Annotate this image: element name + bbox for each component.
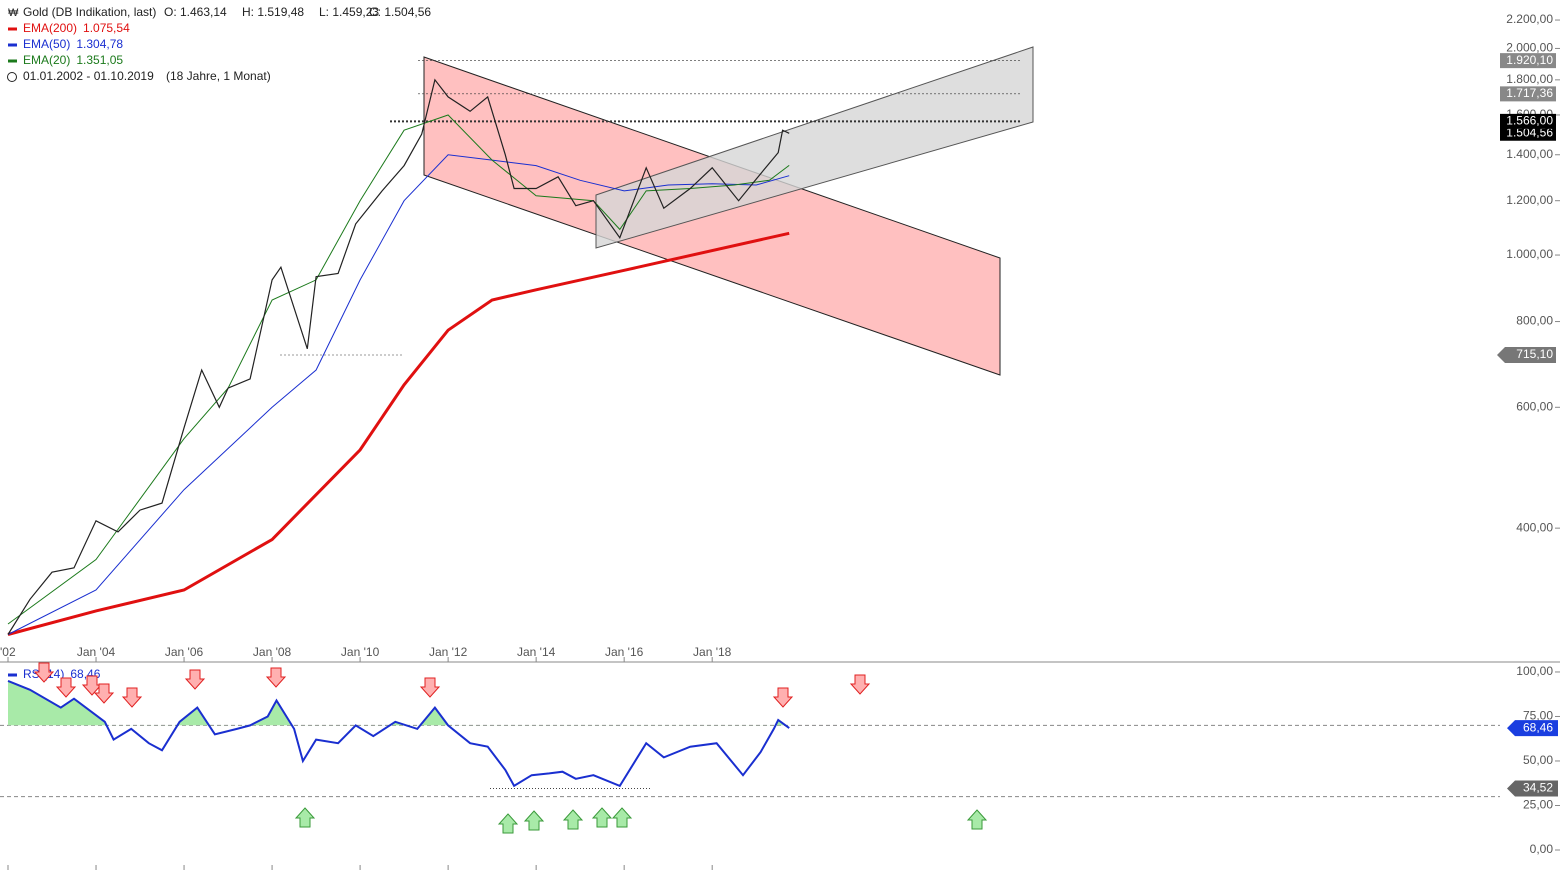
y-tick-label: 2.000,00 bbox=[1506, 41, 1553, 55]
price-badge bbox=[1500, 113, 1556, 129]
sell-arrow bbox=[121, 687, 143, 708]
price-badge bbox=[1500, 53, 1556, 69]
x-tick-label: Jan '04 bbox=[77, 645, 116, 659]
y-tick-label: 400,00 bbox=[1516, 520, 1553, 534]
y-tick-label: 0,00 bbox=[1530, 842, 1554, 856]
y-tick-label: 1.400,00 bbox=[1506, 147, 1553, 161]
y-tick-label: 100,00 bbox=[1516, 664, 1553, 678]
down-channel bbox=[423, 56, 1001, 376]
series-line bbox=[7, 679, 790, 788]
y-tick-label: 75,00 bbox=[1523, 709, 1553, 723]
sell-arrow bbox=[55, 677, 77, 698]
rsi-badge bbox=[1507, 720, 1558, 737]
x-tick-label: Jan '12 bbox=[429, 645, 468, 659]
y-tick-label: 50,00 bbox=[1523, 753, 1553, 767]
clock-icon bbox=[7, 72, 17, 82]
series-line bbox=[7, 114, 790, 625]
x-tick-label: Jan '08 bbox=[253, 645, 292, 659]
buy-arrow bbox=[966, 809, 988, 830]
ohlc-close: C: 1.504,56 bbox=[369, 5, 431, 19]
legend-value: 1.351,05 bbox=[76, 53, 123, 67]
x-tick-label: Jan '10 bbox=[341, 645, 380, 659]
y-tick-label: 800,00 bbox=[1516, 314, 1553, 328]
ohlc-low: L: 1.459,23 bbox=[319, 5, 379, 19]
legend-name: EMA(20) bbox=[23, 53, 70, 67]
chart-icon: ₩ bbox=[8, 7, 19, 19]
price-badge-label: 715,10 bbox=[1516, 347, 1553, 361]
sell-arrow bbox=[419, 677, 441, 698]
x-tick-label: Jan '14 bbox=[517, 645, 556, 659]
y-tick-label: 1.200,00 bbox=[1506, 193, 1553, 207]
price-badge-label: 1.504,56 bbox=[1506, 125, 1553, 139]
price-badge-label: 1.920,10 bbox=[1506, 53, 1553, 67]
buy-arrow bbox=[294, 807, 316, 828]
overbought-fill bbox=[8, 680, 786, 726]
rsi-badge bbox=[1507, 780, 1558, 797]
up-channel bbox=[595, 46, 1034, 249]
legend-value: 1.075,54 bbox=[83, 21, 130, 35]
x-tick-label: Jan '16 bbox=[605, 645, 644, 659]
duration: (18 Jahre, 1 Monat) bbox=[166, 69, 271, 83]
sell-arrow bbox=[849, 674, 871, 695]
legend: ₩ Gold (DB Indikation, last) O: 1.463,14… bbox=[7, 5, 431, 83]
legend-name: EMA(200) bbox=[23, 21, 77, 35]
buy-arrow bbox=[523, 810, 545, 831]
legend-name: EMA(50) bbox=[23, 37, 70, 51]
y-tick-label: 1.800,00 bbox=[1506, 72, 1553, 86]
series-line bbox=[7, 154, 790, 635]
y-tick-label: 25,00 bbox=[1523, 798, 1553, 812]
buy-arrow bbox=[562, 809, 584, 830]
rsi-badge-label: 34,52 bbox=[1523, 781, 1553, 795]
sell-arrow bbox=[184, 669, 206, 690]
buy-arrow bbox=[497, 813, 519, 834]
period: 01.01.2002 - 01.10.2019 bbox=[23, 69, 154, 83]
legend-value: 1.304,78 bbox=[76, 37, 123, 51]
x-tick-label: Jan '06 bbox=[165, 645, 204, 659]
ohlc-high: H: 1.519,48 bbox=[242, 5, 304, 19]
price-badge bbox=[1500, 125, 1556, 141]
price-badge bbox=[1497, 346, 1556, 363]
series-line bbox=[7, 231, 790, 636]
buy-arrow bbox=[611, 807, 633, 828]
series-line bbox=[7, 78, 790, 635]
buy-arrow bbox=[591, 807, 613, 828]
price-badge bbox=[1500, 86, 1556, 102]
price-badge-label: 1.717,36 bbox=[1506, 86, 1553, 100]
y-tick-label: 1.000,00 bbox=[1506, 247, 1553, 261]
ohlc-open: O: 1.463,14 bbox=[164, 5, 227, 19]
rsi-badge-label: 68,46 bbox=[1523, 720, 1553, 734]
x-tick-label: '02 bbox=[0, 645, 16, 659]
chart-title: Gold (DB Indikation, last) bbox=[23, 5, 156, 19]
sell-arrow bbox=[33, 662, 55, 683]
y-tick-label: 600,00 bbox=[1516, 399, 1553, 413]
y-tick-label: 2.200,00 bbox=[1506, 12, 1553, 26]
sell-arrow bbox=[93, 683, 115, 704]
sell-arrow bbox=[81, 675, 103, 696]
x-tick-label: Jan '18 bbox=[693, 645, 732, 659]
price-badge-label: 1.566,00 bbox=[1506, 114, 1553, 128]
sell-arrow bbox=[265, 667, 287, 688]
sell-arrow bbox=[772, 687, 794, 708]
